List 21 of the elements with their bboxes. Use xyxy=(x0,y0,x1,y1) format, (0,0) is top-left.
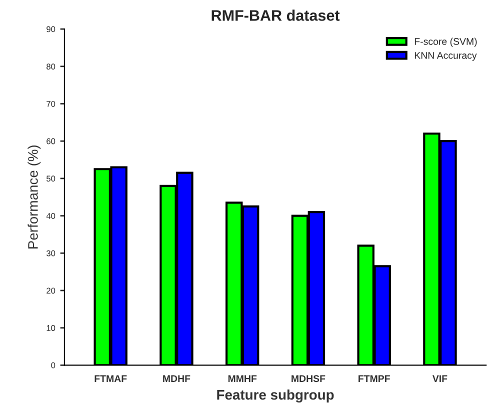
y-tick-label: 60 xyxy=(46,138,56,144)
y-tick-label: 10 xyxy=(46,325,56,331)
legend-label: F-score (SVM) xyxy=(414,38,477,47)
chart-title: RMF-BAR dataset xyxy=(212,10,340,21)
y-tick-label: 0 xyxy=(51,362,56,368)
y-tick-label: 90 xyxy=(46,26,56,32)
x-tick-label: MDHF xyxy=(163,375,190,382)
y-tick-label: 80 xyxy=(46,64,56,70)
x-tick-label: MMHF xyxy=(228,375,257,382)
y-tick-label: 20 xyxy=(46,288,56,294)
x-tick-label: VIF xyxy=(432,375,448,382)
y-tick-label: 50 xyxy=(46,176,56,182)
x-tick-label: MDHSF xyxy=(292,375,326,382)
x-axis-title: Feature subgroup xyxy=(217,390,334,403)
x-tick-label: FTMPF xyxy=(358,375,390,382)
y-tick-label: 70 xyxy=(46,100,56,107)
y-tick-label: 30 xyxy=(46,250,56,256)
x-tick-label: FTMAF xyxy=(94,375,127,382)
legend-label: KNN Accuracy xyxy=(414,52,477,61)
y-tick-label: 40 xyxy=(46,213,56,219)
y-axis-title: Performance (%) xyxy=(28,146,41,248)
